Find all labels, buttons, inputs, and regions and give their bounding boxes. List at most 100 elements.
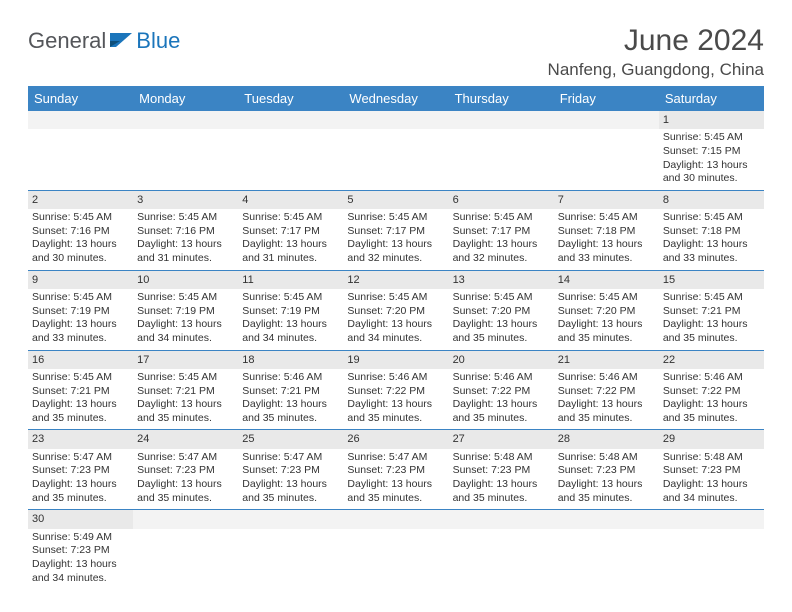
calendar-cell: 29Sunrise: 5:48 AMSunset: 7:23 PMDayligh… — [659, 430, 764, 510]
sunset-line: Sunset: 7:17 PM — [453, 225, 550, 239]
daylight-line-1: Daylight: 13 hours — [137, 238, 234, 252]
daylight-line-2: and 35 minutes. — [347, 412, 444, 426]
brand-text-general: General — [28, 28, 106, 54]
calendar-cell — [343, 111, 448, 190]
day-details: Sunrise: 5:45 AMSunset: 7:19 PMDaylight:… — [28, 289, 133, 350]
sunrise-line: Sunrise: 5:46 AM — [558, 371, 655, 385]
daylight-line-1: Daylight: 13 hours — [453, 318, 550, 332]
sunrise-line: Sunrise: 5:48 AM — [558, 451, 655, 465]
calendar-cell — [133, 111, 238, 190]
day-number: 2 — [28, 191, 133, 209]
day-number: 3 — [133, 191, 238, 209]
day-number: 30 — [28, 510, 133, 528]
sunset-line: Sunset: 7:18 PM — [558, 225, 655, 239]
daylight-line-2: and 35 minutes. — [347, 492, 444, 506]
daylight-line-2: and 34 minutes. — [137, 332, 234, 346]
calendar-cell: 19Sunrise: 5:46 AMSunset: 7:22 PMDayligh… — [343, 350, 448, 430]
day-number: 9 — [28, 271, 133, 289]
sunrise-line: Sunrise: 5:45 AM — [663, 211, 760, 225]
calendar-cell — [554, 111, 659, 190]
day-number: 12 — [343, 271, 448, 289]
calendar-cell: 1Sunrise: 5:45 AMSunset: 7:15 PMDaylight… — [659, 111, 764, 190]
calendar-cell: 3Sunrise: 5:45 AMSunset: 7:16 PMDaylight… — [133, 190, 238, 270]
calendar-cell: 22Sunrise: 5:46 AMSunset: 7:22 PMDayligh… — [659, 350, 764, 430]
daylight-line-1: Daylight: 13 hours — [663, 159, 760, 173]
sunrise-line: Sunrise: 5:46 AM — [663, 371, 760, 385]
calendar-cell: 21Sunrise: 5:46 AMSunset: 7:22 PMDayligh… — [554, 350, 659, 430]
calendar-table: Sunday Monday Tuesday Wednesday Thursday… — [28, 86, 764, 589]
daylight-line-2: and 35 minutes. — [137, 492, 234, 506]
daylight-line-2: and 35 minutes. — [32, 492, 129, 506]
daylight-line-2: and 35 minutes. — [453, 412, 550, 426]
calendar-cell: 23Sunrise: 5:47 AMSunset: 7:23 PMDayligh… — [28, 430, 133, 510]
sunrise-line: Sunrise: 5:48 AM — [663, 451, 760, 465]
daylight-line-2: and 35 minutes. — [663, 332, 760, 346]
weekday-header-row: Sunday Monday Tuesday Wednesday Thursday… — [28, 86, 764, 111]
sunset-line: Sunset: 7:21 PM — [137, 385, 234, 399]
day-details: Sunrise: 5:47 AMSunset: 7:23 PMDaylight:… — [28, 449, 133, 510]
day-number — [449, 111, 554, 129]
daylight-line-1: Daylight: 13 hours — [242, 318, 339, 332]
day-number: 6 — [449, 191, 554, 209]
day-number — [659, 510, 764, 528]
sunset-line: Sunset: 7:20 PM — [558, 305, 655, 319]
daylight-line-1: Daylight: 13 hours — [347, 478, 444, 492]
day-number — [449, 510, 554, 528]
day-details: Sunrise: 5:49 AMSunset: 7:23 PMDaylight:… — [28, 529, 133, 590]
sunset-line: Sunset: 7:22 PM — [558, 385, 655, 399]
day-number: 21 — [554, 351, 659, 369]
day-number — [238, 510, 343, 528]
daylight-line-1: Daylight: 13 hours — [242, 238, 339, 252]
calendar-cell — [238, 510, 343, 589]
sunset-line: Sunset: 7:20 PM — [453, 305, 550, 319]
location-label: Nanfeng, Guangdong, China — [548, 60, 764, 80]
calendar-row: 1Sunrise: 5:45 AMSunset: 7:15 PMDaylight… — [28, 111, 764, 190]
daylight-line-2: and 34 minutes. — [242, 332, 339, 346]
daylight-line-2: and 33 minutes. — [663, 252, 760, 266]
calendar-cell — [28, 111, 133, 190]
day-details: Sunrise: 5:46 AMSunset: 7:22 PMDaylight:… — [659, 369, 764, 430]
sunrise-line: Sunrise: 5:47 AM — [347, 451, 444, 465]
sunset-line: Sunset: 7:21 PM — [32, 385, 129, 399]
day-details: Sunrise: 5:45 AMSunset: 7:15 PMDaylight:… — [659, 129, 764, 190]
daylight-line-1: Daylight: 13 hours — [32, 398, 129, 412]
daylight-line-2: and 35 minutes. — [137, 412, 234, 426]
daylight-line-2: and 31 minutes. — [137, 252, 234, 266]
sunset-line: Sunset: 7:16 PM — [32, 225, 129, 239]
sunset-line: Sunset: 7:22 PM — [347, 385, 444, 399]
sunset-line: Sunset: 7:23 PM — [558, 464, 655, 478]
calendar-cell: 2Sunrise: 5:45 AMSunset: 7:16 PMDaylight… — [28, 190, 133, 270]
daylight-line-2: and 32 minutes. — [453, 252, 550, 266]
calendar-cell — [238, 111, 343, 190]
daylight-line-1: Daylight: 13 hours — [242, 478, 339, 492]
sunset-line: Sunset: 7:21 PM — [663, 305, 760, 319]
daylight-line-2: and 35 minutes. — [663, 412, 760, 426]
calendar-cell: 11Sunrise: 5:45 AMSunset: 7:19 PMDayligh… — [238, 270, 343, 350]
calendar-cell: 18Sunrise: 5:46 AMSunset: 7:21 PMDayligh… — [238, 350, 343, 430]
sunrise-line: Sunrise: 5:45 AM — [663, 291, 760, 305]
calendar-cell: 10Sunrise: 5:45 AMSunset: 7:19 PMDayligh… — [133, 270, 238, 350]
daylight-line-1: Daylight: 13 hours — [558, 318, 655, 332]
day-details: Sunrise: 5:45 AMSunset: 7:17 PMDaylight:… — [343, 209, 448, 270]
sunset-line: Sunset: 7:17 PM — [347, 225, 444, 239]
calendar-cell: 8Sunrise: 5:45 AMSunset: 7:18 PMDaylight… — [659, 190, 764, 270]
weekday-header: Wednesday — [343, 86, 448, 111]
sunset-line: Sunset: 7:22 PM — [453, 385, 550, 399]
calendar-row: 16Sunrise: 5:45 AMSunset: 7:21 PMDayligh… — [28, 350, 764, 430]
sunrise-line: Sunrise: 5:45 AM — [137, 371, 234, 385]
day-details: Sunrise: 5:45 AMSunset: 7:17 PMDaylight:… — [238, 209, 343, 270]
sunrise-line: Sunrise: 5:49 AM — [32, 531, 129, 545]
sunrise-line: Sunrise: 5:47 AM — [32, 451, 129, 465]
sunrise-line: Sunrise: 5:45 AM — [663, 131, 760, 145]
day-details: Sunrise: 5:45 AMSunset: 7:19 PMDaylight:… — [133, 289, 238, 350]
weekday-header: Friday — [554, 86, 659, 111]
daylight-line-2: and 35 minutes. — [242, 492, 339, 506]
day-number — [28, 111, 133, 129]
daylight-line-1: Daylight: 13 hours — [558, 478, 655, 492]
sunrise-line: Sunrise: 5:45 AM — [347, 211, 444, 225]
calendar-cell: 28Sunrise: 5:48 AMSunset: 7:23 PMDayligh… — [554, 430, 659, 510]
day-number: 24 — [133, 430, 238, 448]
day-details: Sunrise: 5:45 AMSunset: 7:20 PMDaylight:… — [449, 289, 554, 350]
daylight-line-1: Daylight: 13 hours — [663, 318, 760, 332]
calendar-cell: 14Sunrise: 5:45 AMSunset: 7:20 PMDayligh… — [554, 270, 659, 350]
